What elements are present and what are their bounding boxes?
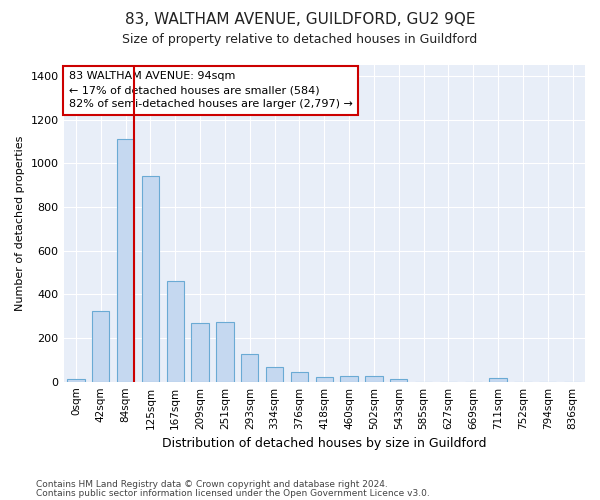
Bar (241, 354, 259, 382)
X-axis label: Distribution of detached houses by size in Guildford: Distribution of detached houses by size … (162, 437, 487, 450)
Bar (490, 378, 507, 382)
Bar (167, 281, 184, 382)
Bar (340, 376, 358, 382)
Bar (191, 322, 209, 382)
Bar (266, 368, 283, 382)
Text: 83 WALTHAM AVENUE: 94sqm
← 17% of detached houses are smaller (584)
82% of semi-: 83 WALTHAM AVENUE: 94sqm ← 17% of detach… (69, 72, 353, 110)
Bar (316, 378, 333, 382)
Bar (291, 372, 308, 382)
Text: Contains HM Land Registry data © Crown copyright and database right 2024.: Contains HM Land Registry data © Crown c… (36, 480, 388, 489)
Text: Size of property relative to detached houses in Guildford: Size of property relative to detached ho… (122, 32, 478, 46)
Bar (142, 176, 159, 382)
Text: 83, WALTHAM AVENUE, GUILDFORD, GU2 9QE: 83, WALTHAM AVENUE, GUILDFORD, GU2 9QE (125, 12, 475, 28)
Bar (67, 380, 85, 382)
Bar (117, 140, 134, 382)
Bar (92, 310, 109, 382)
Bar (390, 380, 407, 382)
Bar (216, 322, 233, 382)
Bar (365, 376, 383, 382)
Y-axis label: Number of detached properties: Number of detached properties (15, 136, 25, 311)
Text: Contains public sector information licensed under the Open Government Licence v3: Contains public sector information licen… (36, 488, 430, 498)
